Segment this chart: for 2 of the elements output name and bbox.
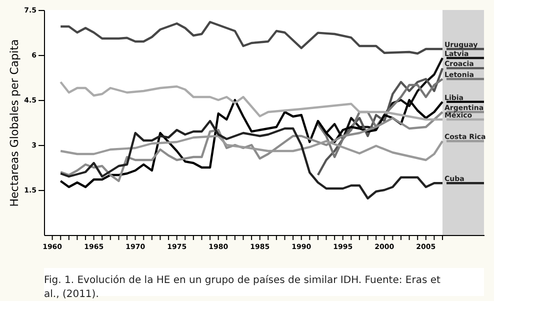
y-axis-title: Hectareas Globales per Capita [8, 39, 22, 207]
caption: Fig. 1. Evolución de la HE en un grupo de países de similar IDH. Fuente: Eras et al., (2011). [44, 275, 441, 300]
